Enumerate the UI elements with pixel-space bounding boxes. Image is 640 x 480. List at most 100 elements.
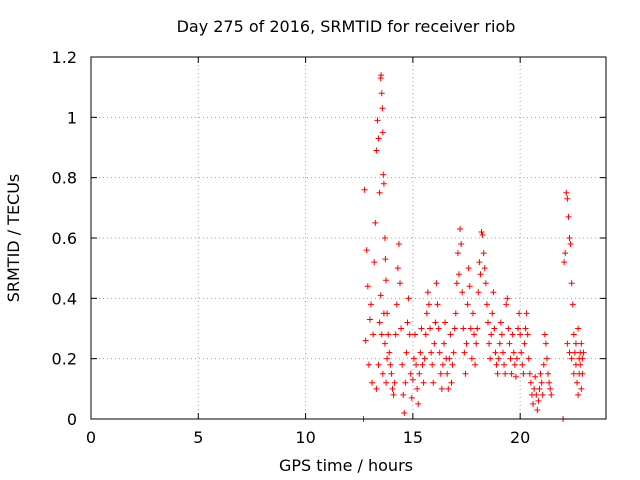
- data-point: [522, 325, 529, 332]
- data-point: [446, 355, 453, 362]
- data-point: [401, 409, 408, 416]
- data-point: [484, 319, 491, 326]
- data-point: [508, 370, 515, 377]
- data-point: [388, 370, 395, 377]
- data-point: [548, 391, 555, 398]
- y-axis-title: SRMTID / TECUs: [4, 174, 23, 303]
- data-point: [378, 72, 385, 79]
- data-point: [391, 379, 398, 386]
- data-point: [376, 319, 383, 326]
- data-point: [512, 373, 519, 380]
- data-point: [378, 331, 385, 338]
- data-point: [439, 361, 446, 368]
- data-point: [368, 301, 375, 308]
- data-point: [491, 325, 498, 332]
- data-point: [419, 361, 426, 368]
- data-point: [452, 310, 459, 317]
- data-point: [513, 355, 520, 362]
- data-point: [418, 325, 425, 332]
- x-tick-label: 15: [403, 428, 423, 447]
- data-point: [442, 319, 449, 326]
- data-point: [566, 235, 573, 241]
- data-point: [395, 241, 402, 248]
- data-point: [475, 289, 482, 296]
- data-point: [561, 259, 568, 266]
- data-point: [390, 391, 397, 398]
- data-point: [416, 370, 423, 377]
- data-point: [424, 289, 431, 296]
- data-point: [385, 331, 392, 338]
- y-tick-labels: 0 0.2 0.4 0.6 0.8 1 1.2: [52, 48, 77, 429]
- data-point: [421, 355, 428, 362]
- data-point: [527, 379, 534, 386]
- data-point: [379, 129, 386, 136]
- data-point: [520, 370, 527, 377]
- data-point: [378, 90, 385, 97]
- data-point: [572, 340, 579, 347]
- data-point: [457, 225, 464, 232]
- data-point: [474, 325, 481, 332]
- data-point: [547, 385, 554, 392]
- data-point: [410, 355, 417, 362]
- data-point: [516, 310, 523, 317]
- data-point: [531, 385, 538, 392]
- data-point: [437, 370, 444, 377]
- data-point: [406, 331, 413, 338]
- data-point: [399, 361, 406, 368]
- data-point: [523, 310, 530, 317]
- data-point: [375, 361, 382, 368]
- data-point: [366, 316, 373, 323]
- data-point: [478, 228, 485, 235]
- data-point: [525, 355, 532, 362]
- data-point: [509, 331, 516, 338]
- data-point: [570, 331, 577, 338]
- data-point: [571, 349, 578, 356]
- data-point: [463, 340, 470, 347]
- data-point: [413, 361, 420, 368]
- data-point: [526, 370, 533, 377]
- data-point: [564, 340, 571, 347]
- data-point: [502, 370, 509, 377]
- data-point: [488, 331, 495, 338]
- data-point: [436, 349, 443, 356]
- data-point: [461, 349, 468, 356]
- data-point: [482, 280, 489, 287]
- data-point: [568, 355, 575, 362]
- data-point: [380, 171, 387, 178]
- data-point: [568, 280, 575, 287]
- data-point: [575, 325, 582, 332]
- data-point: [383, 277, 390, 284]
- data-point: [412, 331, 419, 338]
- data-point: [504, 295, 511, 302]
- data-point: [483, 301, 490, 308]
- data-point: [369, 379, 376, 386]
- data-point: [565, 213, 572, 220]
- data-point: [479, 231, 486, 238]
- y-tick-label: 1: [67, 108, 77, 127]
- data-point: [389, 385, 396, 392]
- data-point: [420, 379, 427, 386]
- x-tick-label: 20: [510, 428, 530, 447]
- data-point: [500, 349, 506, 356]
- data-point: [379, 105, 386, 112]
- data-point: [540, 361, 547, 368]
- data-point: [543, 355, 550, 362]
- data-point: [375, 135, 382, 142]
- data-point: [538, 379, 545, 386]
- data-point: [363, 247, 370, 254]
- data-point: [530, 400, 537, 407]
- data-point: [387, 361, 394, 368]
- data-point: [414, 385, 421, 392]
- y-tick-label: 0.2: [52, 350, 77, 369]
- data-point: [400, 391, 407, 398]
- data-point: [459, 289, 466, 296]
- data-point: [373, 385, 380, 392]
- data-point: [507, 355, 514, 362]
- data-point: [428, 349, 435, 356]
- data-point: [490, 289, 497, 296]
- data-point: [445, 385, 452, 392]
- data-point: [458, 241, 465, 248]
- data-point: [427, 325, 434, 332]
- data-point: [422, 331, 429, 338]
- data-point: [376, 189, 383, 196]
